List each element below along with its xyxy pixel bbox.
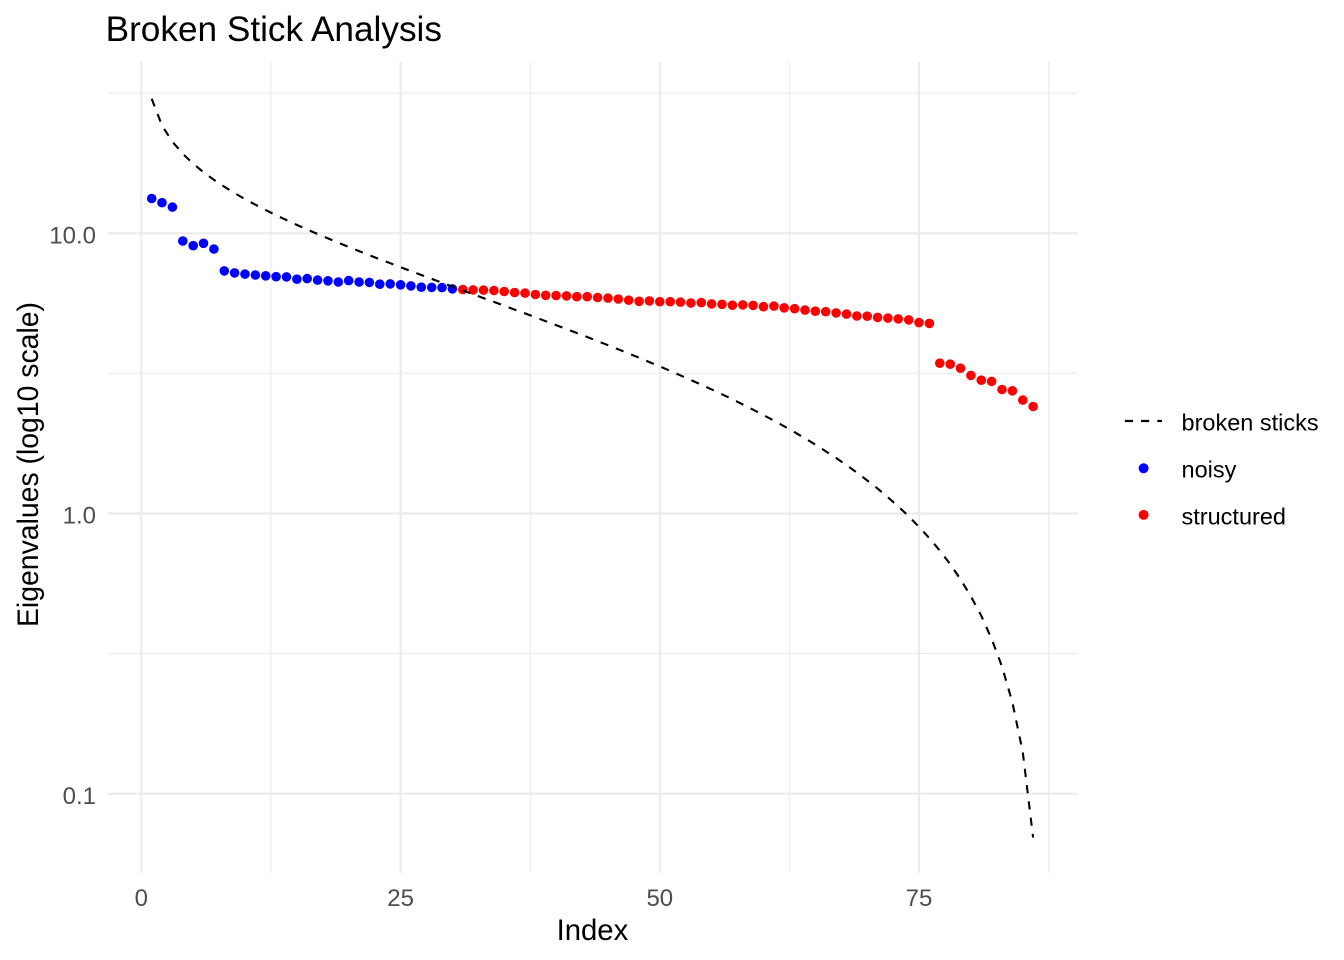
svg-text:0: 0 <box>135 885 148 912</box>
svg-text:10.0: 10.0 <box>49 223 96 250</box>
svg-text:25: 25 <box>387 885 414 912</box>
svg-text:1.0: 1.0 <box>63 503 96 530</box>
svg-text:75: 75 <box>906 885 933 912</box>
svg-text:broken sticks: broken sticks <box>1182 409 1319 435</box>
svg-text:Eigenvalues (log10 scale): Eigenvalues (log10 scale) <box>12 302 45 627</box>
svg-text:noisy: noisy <box>1182 457 1237 483</box>
svg-text:0.1: 0.1 <box>63 783 96 810</box>
svg-text:structured: structured <box>1182 503 1287 529</box>
svg-text:50: 50 <box>646 885 673 912</box>
svg-text:Index: Index <box>557 914 629 947</box>
svg-text:Broken Stick Analysis: Broken Stick Analysis <box>106 10 442 49</box>
